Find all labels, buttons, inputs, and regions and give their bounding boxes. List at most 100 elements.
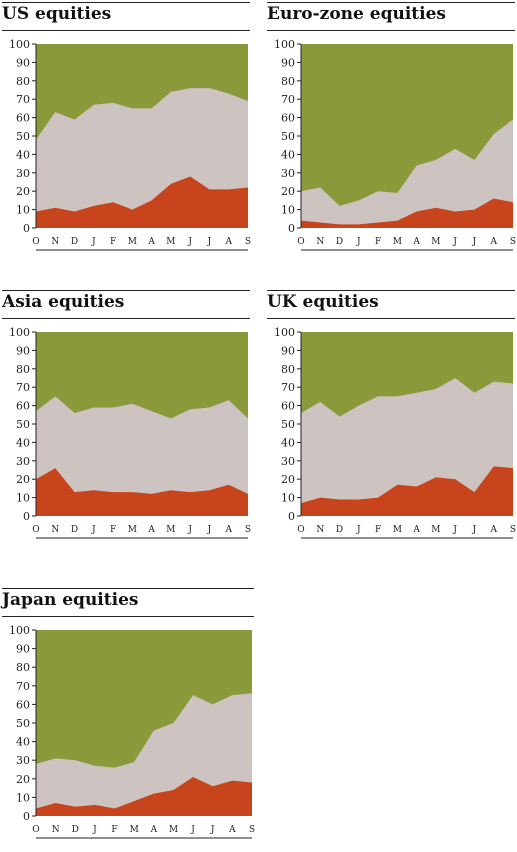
- y-tick-label: 40: [16, 436, 30, 449]
- x-tick-label: A: [224, 525, 232, 535]
- y-tick-label: 80: [281, 363, 295, 376]
- x-tick-label: O: [297, 237, 304, 247]
- y-tick-label: 50: [281, 130, 295, 143]
- y-tick-label: 30: [281, 167, 295, 180]
- chart-title: Euro-zone equities: [267, 4, 446, 24]
- y-tick-label: 50: [16, 130, 30, 143]
- x-tick-label: N: [316, 237, 324, 247]
- x-tick-label: J: [452, 525, 457, 535]
- title-top-rule: [2, 2, 250, 3]
- y-tick-label: 70: [16, 680, 30, 693]
- x-tick-label: F: [375, 525, 381, 535]
- x-tick-label: A: [147, 237, 155, 247]
- y-tick-label: 70: [16, 93, 30, 106]
- x-tick-label: J: [91, 237, 96, 247]
- title-top-rule: [267, 2, 515, 3]
- chart-title: Japan equities: [2, 590, 139, 610]
- x-tick-label: A: [412, 525, 420, 535]
- x-tick-label: M: [431, 237, 440, 247]
- y-tick-label: 60: [16, 400, 30, 413]
- y-tick-label: 10: [16, 791, 30, 804]
- y-tick-label: 70: [281, 93, 295, 106]
- x-tick-label: O: [32, 237, 39, 247]
- area-series-bottom: [36, 776, 252, 816]
- y-tick-label: 20: [16, 473, 30, 486]
- chart-panel-japan: Japan equities 0 10 20 30 40 50 60 70 80 90 100 O N D…: [2, 586, 255, 850]
- x-tick-label: D: [71, 237, 78, 247]
- title-bottom-rule: [2, 30, 250, 31]
- y-tick-label: 100: [9, 326, 30, 339]
- x-tick-label: S: [510, 237, 516, 247]
- y-tick-label: 0: [23, 810, 30, 823]
- x-tick-label: M: [166, 237, 175, 247]
- x-tick-label: D: [72, 825, 79, 835]
- x-tick-label: M: [393, 525, 402, 535]
- x-tick-label: S: [510, 525, 516, 535]
- y-tick-label: 90: [16, 643, 30, 656]
- x-tick-label: O: [32, 525, 39, 535]
- y-tick-label: 50: [281, 418, 295, 431]
- area-series-middle: [36, 396, 248, 516]
- area-series-bottom: [301, 466, 513, 516]
- x-tick-label: A: [489, 237, 497, 247]
- x-tick-label: A: [412, 237, 420, 247]
- y-tick-label: 80: [16, 75, 30, 88]
- y-tick-label: 100: [274, 38, 295, 51]
- x-tick-label: A: [228, 825, 236, 835]
- x-tick-label: A: [147, 525, 155, 535]
- y-tick-label: 20: [281, 185, 295, 198]
- y-tick-label: 80: [281, 75, 295, 88]
- x-tick-label: J: [187, 525, 192, 535]
- y-tick-label: 40: [16, 736, 30, 749]
- y-tick-label: 10: [16, 492, 30, 505]
- y-tick-label: 30: [16, 167, 30, 180]
- x-tick-label: J: [207, 525, 212, 535]
- x-tick-label: J: [92, 825, 97, 835]
- y-tick-label: 20: [16, 185, 30, 198]
- y-tick-label: 20: [281, 473, 295, 486]
- y-tick-label: 100: [9, 624, 30, 637]
- area-series-middle: [301, 378, 513, 516]
- x-tick-label: A: [224, 237, 232, 247]
- title-bottom-rule: [267, 318, 515, 319]
- x-tick-label: J: [91, 525, 96, 535]
- y-tick-label: 50: [16, 717, 30, 730]
- y-tick-label: 40: [281, 148, 295, 161]
- y-tick-label: 30: [16, 455, 30, 468]
- y-tick-label: 70: [16, 381, 30, 394]
- x-tick-label: O: [297, 525, 304, 535]
- x-tick-label: J: [190, 825, 195, 835]
- x-tick-label: J: [356, 525, 361, 535]
- x-tick-label: J: [452, 237, 457, 247]
- x-tick-label: N: [51, 525, 59, 535]
- x-tick-label: N: [52, 825, 60, 835]
- y-tick-label: 10: [281, 204, 295, 217]
- x-tick-label: S: [249, 825, 255, 835]
- x-tick-label: O: [32, 825, 39, 835]
- title-top-rule: [267, 290, 515, 291]
- chart-panel-eurozone: Euro-zone equities 0 10 20 30 40 50 60 70 80 90 10…: [267, 0, 516, 262]
- x-tick-label: J: [356, 237, 361, 247]
- y-tick-label: 100: [9, 38, 30, 51]
- y-tick-label: 90: [281, 56, 295, 69]
- title-bottom-rule: [267, 30, 515, 31]
- x-tick-label: D: [336, 237, 343, 247]
- x-tick-label: M: [166, 525, 175, 535]
- x-tick-label: M: [130, 825, 139, 835]
- title-bottom-rule: [2, 318, 250, 319]
- chart-title: US equities: [2, 4, 112, 24]
- x-tick-label: D: [71, 525, 78, 535]
- x-tick-label: S: [245, 237, 251, 247]
- chart-panel-asia: Asia equities 0 10 20 30 40 50 60 70 80 90 100 O N D J…: [2, 288, 251, 550]
- y-tick-label: 90: [16, 56, 30, 69]
- title-top-rule: [2, 588, 254, 589]
- y-tick-label: 90: [281, 344, 295, 357]
- area-series-bottom: [301, 198, 513, 228]
- chart-panel-uk: UK equities 0 10 20 30 40 50 60 70 80 90 100 O N D J F M…: [267, 288, 516, 550]
- y-tick-label: 40: [281, 436, 295, 449]
- y-tick-label: 100: [274, 326, 295, 339]
- x-tick-label: J: [472, 237, 477, 247]
